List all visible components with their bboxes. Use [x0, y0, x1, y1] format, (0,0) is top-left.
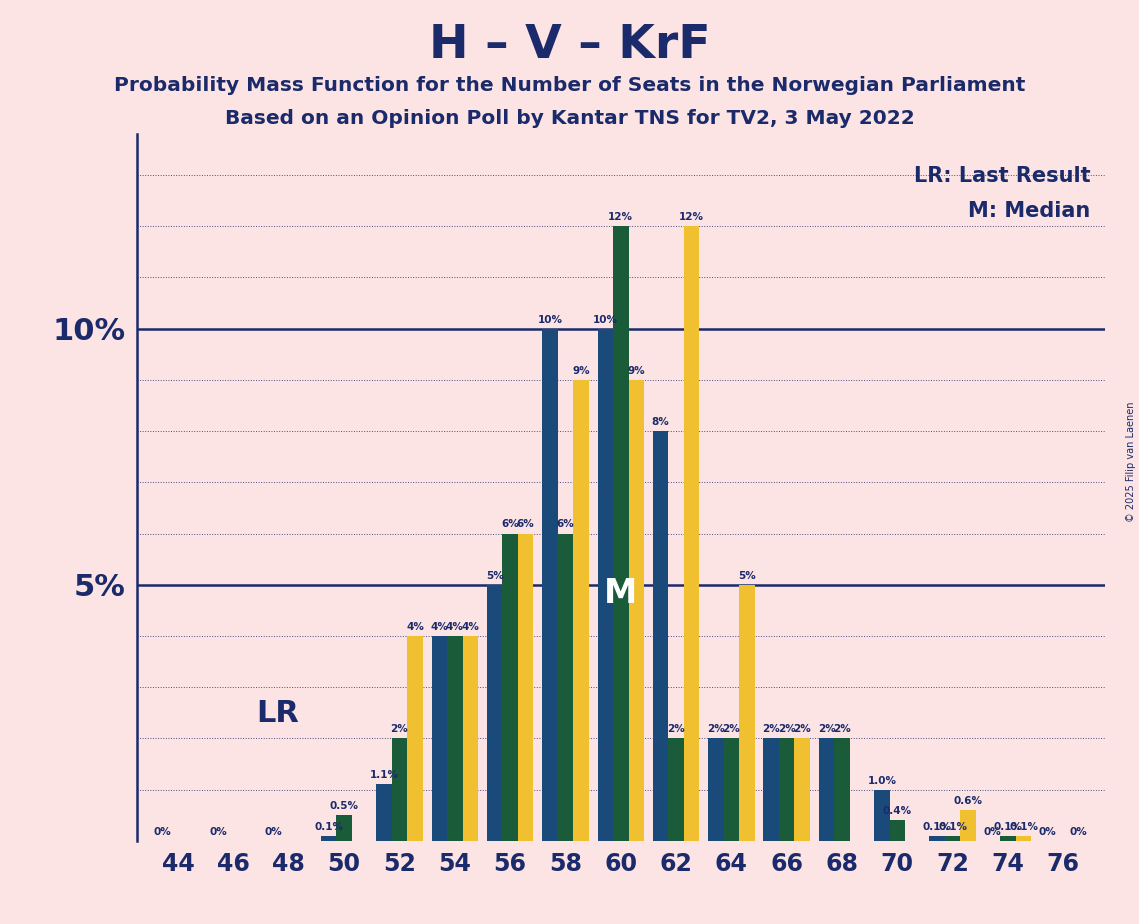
Bar: [779, 738, 795, 841]
Text: Based on an Opinion Poll by Kantar TNS for TV2, 3 May 2022: Based on an Opinion Poll by Kantar TNS f…: [224, 109, 915, 128]
Text: Probability Mass Function for the Number of Seats in the Norwegian Parliament: Probability Mass Function for the Number…: [114, 76, 1025, 95]
Bar: [542, 329, 558, 841]
Text: 5%: 5%: [485, 571, 503, 580]
Bar: [432, 636, 446, 841]
Bar: [929, 835, 945, 841]
Bar: [669, 738, 683, 841]
Text: 6%: 6%: [557, 519, 574, 529]
Bar: [336, 815, 352, 841]
Bar: [890, 821, 906, 841]
Bar: [613, 226, 629, 841]
Bar: [723, 738, 739, 841]
Text: 4%: 4%: [405, 622, 424, 632]
Bar: [795, 738, 810, 841]
Text: 6%: 6%: [501, 519, 519, 529]
Text: M: Median: M: Median: [968, 201, 1090, 221]
Text: 4%: 4%: [461, 622, 480, 632]
Text: 10%: 10%: [538, 314, 563, 324]
Text: 0.1%: 0.1%: [993, 821, 1023, 832]
Text: 0.4%: 0.4%: [883, 807, 912, 816]
Bar: [392, 738, 408, 841]
Bar: [321, 835, 336, 841]
Text: 0.1%: 0.1%: [939, 821, 967, 832]
Bar: [1000, 835, 1016, 841]
Text: 0%: 0%: [264, 827, 282, 837]
Text: 2%: 2%: [391, 724, 409, 735]
Text: 2%: 2%: [722, 724, 740, 735]
Text: 9%: 9%: [628, 366, 645, 376]
Bar: [518, 533, 533, 841]
Text: LR: LR: [256, 699, 300, 728]
Text: 8%: 8%: [652, 417, 670, 427]
Bar: [408, 636, 423, 841]
Text: 5%: 5%: [738, 571, 756, 580]
Bar: [708, 738, 723, 841]
Bar: [376, 784, 392, 841]
Bar: [502, 533, 518, 841]
Text: 2%: 2%: [762, 724, 780, 735]
Text: 1.1%: 1.1%: [369, 771, 399, 781]
Text: 4%: 4%: [431, 622, 449, 632]
Text: 0%: 0%: [154, 827, 172, 837]
Text: 2%: 2%: [833, 724, 851, 735]
Bar: [874, 790, 890, 841]
Bar: [683, 226, 699, 841]
Text: 0%: 0%: [984, 827, 1001, 837]
Text: 0%: 0%: [1070, 827, 1088, 837]
Text: 0.5%: 0.5%: [329, 801, 359, 811]
Text: 12%: 12%: [608, 213, 633, 222]
Text: 2%: 2%: [707, 724, 724, 735]
Bar: [819, 738, 834, 841]
Text: 0.1%: 0.1%: [1009, 821, 1038, 832]
Bar: [558, 533, 573, 841]
Text: 0.6%: 0.6%: [953, 796, 983, 806]
Bar: [629, 380, 644, 841]
Text: M: M: [604, 578, 638, 611]
Text: 2%: 2%: [778, 724, 796, 735]
Text: LR: Last Result: LR: Last Result: [913, 165, 1090, 186]
Text: 0.1%: 0.1%: [923, 821, 952, 832]
Bar: [446, 636, 462, 841]
Bar: [598, 329, 613, 841]
Bar: [834, 738, 850, 841]
Text: 2%: 2%: [794, 724, 811, 735]
Bar: [763, 738, 779, 841]
Text: 2%: 2%: [667, 724, 685, 735]
Bar: [573, 380, 589, 841]
Text: 1.0%: 1.0%: [868, 775, 896, 785]
Bar: [462, 636, 478, 841]
Bar: [945, 835, 960, 841]
Text: 10%: 10%: [592, 314, 617, 324]
Bar: [653, 432, 669, 841]
Text: 4%: 4%: [445, 622, 464, 632]
Bar: [960, 810, 976, 841]
Text: 2%: 2%: [818, 724, 835, 735]
Text: 12%: 12%: [679, 213, 704, 222]
Text: 0.1%: 0.1%: [314, 821, 343, 832]
Text: 9%: 9%: [572, 366, 590, 376]
Bar: [486, 585, 502, 841]
Text: H – V – KrF: H – V – KrF: [428, 23, 711, 68]
Text: 0%: 0%: [1039, 827, 1057, 837]
Bar: [1016, 835, 1031, 841]
Bar: [739, 585, 755, 841]
Text: 6%: 6%: [517, 519, 534, 529]
Text: 0%: 0%: [210, 827, 227, 837]
Text: © 2025 Filip van Laenen: © 2025 Filip van Laenen: [1126, 402, 1136, 522]
